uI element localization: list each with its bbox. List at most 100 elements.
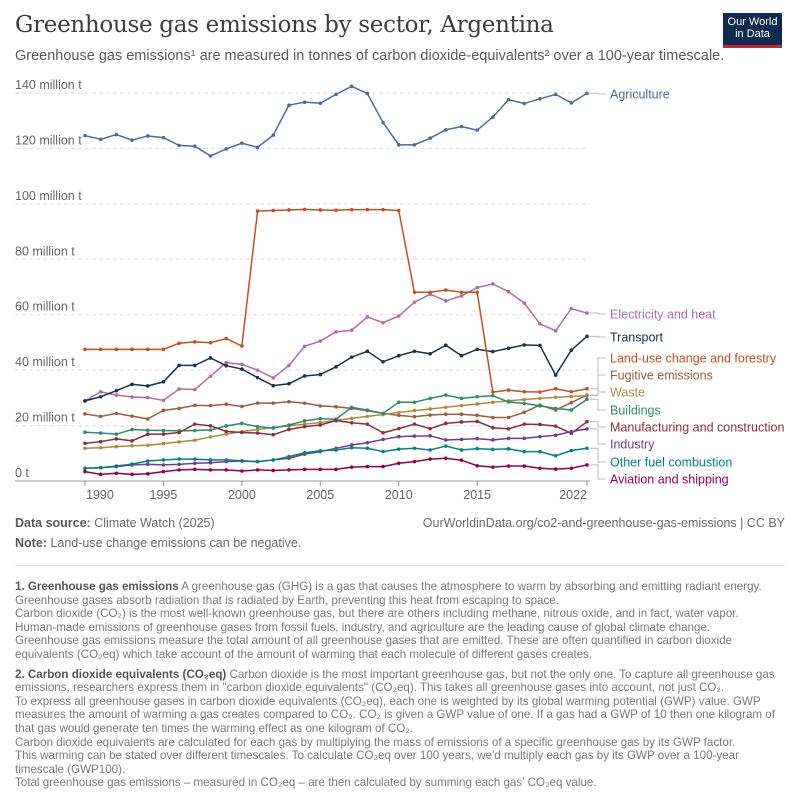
series-label: Electricity and heat (610, 308, 716, 322)
data-point (161, 458, 166, 462)
label-connector (590, 447, 606, 463)
data-point (491, 115, 495, 119)
series-fugitive-emissions: Fugitive emissions (83, 369, 713, 421)
data-point (130, 395, 134, 399)
data-point (538, 434, 542, 439)
data-point (522, 436, 527, 441)
data-point (538, 97, 542, 101)
data-point (538, 322, 542, 326)
source-link[interactable]: Climate Watch (2025) (94, 516, 215, 530)
label-connector (590, 391, 606, 397)
data-point (412, 300, 417, 305)
data-point (271, 383, 276, 388)
data-point (271, 376, 276, 380)
data-point (271, 426, 276, 430)
data-point (240, 362, 244, 367)
data-point (396, 413, 401, 418)
chart-url[interactable]: OurWorldinData.org/co2-and-greenhouse-ga… (422, 516, 785, 530)
y-tick-label: 140 million t (15, 78, 82, 92)
data-point (271, 458, 276, 462)
data-point (287, 454, 291, 459)
footnote-text: Carbon dioxide is the most important gre… (15, 667, 775, 695)
data-point (491, 400, 495, 405)
data-point (506, 400, 511, 404)
data-point (145, 443, 150, 448)
data-point (349, 445, 354, 450)
data-point (271, 401, 276, 405)
data-point (553, 395, 558, 400)
data-point (224, 147, 228, 151)
data-point (98, 445, 103, 450)
data-point (145, 471, 150, 476)
data-point (161, 441, 166, 446)
data-point (538, 404, 542, 408)
data-point (428, 136, 432, 140)
data-point (459, 437, 464, 442)
label-connector (590, 335, 606, 338)
data-point (255, 145, 260, 150)
data-point (83, 441, 87, 446)
data-point (475, 463, 479, 468)
data-point (349, 443, 354, 447)
data-point (475, 128, 479, 132)
owid-logo[interactable]: Our World in Data (723, 13, 782, 48)
data-point (365, 464, 370, 469)
data-point (585, 91, 589, 96)
data-point (381, 430, 385, 435)
y-tick-label: 100 million t (15, 189, 82, 203)
data-point (255, 427, 260, 432)
data-point (506, 97, 511, 102)
data-point (98, 389, 103, 394)
data-point (475, 413, 479, 418)
data-point (240, 367, 244, 371)
data-point (396, 400, 401, 405)
data-point (208, 154, 213, 158)
series-label: Fugitive emissions (610, 369, 713, 383)
data-point (396, 447, 401, 451)
data-point (334, 404, 338, 409)
data-point (98, 137, 103, 142)
data-point (177, 406, 181, 411)
data-point (224, 424, 228, 428)
data-point (177, 430, 181, 435)
data-point (224, 429, 228, 434)
data-point (145, 395, 150, 400)
data-point (396, 314, 401, 318)
series-line (84, 85, 588, 157)
data-point (240, 458, 244, 463)
data-point (396, 143, 401, 147)
data-point (130, 444, 134, 448)
data-point (459, 396, 464, 401)
data-point (161, 463, 166, 467)
data-point (506, 346, 511, 351)
data-point (208, 460, 213, 465)
data-point (114, 347, 119, 352)
note-text: Land-use change emissions can be negativ… (50, 536, 302, 550)
data-point (255, 368, 260, 372)
label-connector (590, 312, 606, 315)
data-point (349, 355, 354, 359)
data-point (193, 144, 197, 149)
data-point (491, 349, 495, 354)
footnote-text: Greenhouse gas emissions measure the tot… (15, 634, 733, 661)
data-point (585, 397, 589, 402)
data-point (475, 419, 479, 424)
data-point (444, 343, 448, 348)
data-point (161, 432, 166, 436)
data-point (208, 458, 213, 462)
data-point (396, 434, 401, 439)
data-point (522, 422, 527, 426)
data-point (428, 457, 432, 461)
data-point (538, 466, 542, 471)
data-point (318, 448, 323, 453)
series-manufacturing-and-construction: Manufacturing and construction (83, 418, 784, 446)
footnote-text: This warming can be stated over differen… (15, 749, 739, 776)
data-point (130, 439, 134, 443)
data-point (240, 404, 244, 409)
data-point (318, 339, 323, 343)
note-label: Note: (15, 536, 47, 550)
data-point (475, 285, 479, 290)
footnote: 1. Greenhouse gas emissions A greenhouse… (15, 580, 785, 662)
data-point (161, 469, 166, 474)
data-point (365, 440, 370, 445)
